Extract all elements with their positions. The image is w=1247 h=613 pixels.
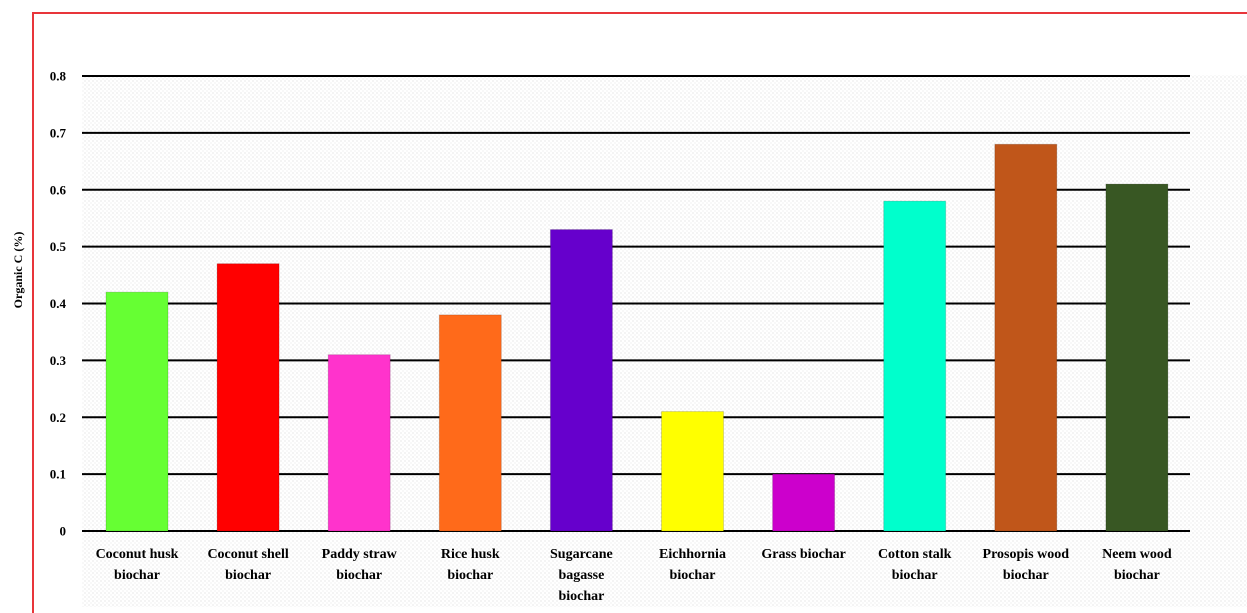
x-category-label: biochar (1114, 568, 1160, 583)
x-category-label: biochar (670, 568, 716, 583)
x-category-label: Eichhornia (659, 547, 726, 562)
bars (105, 143, 1169, 532)
y-axis-label: Organic C (%) (11, 232, 25, 309)
bar (661, 411, 724, 532)
x-category-label: Coconut husk (96, 547, 179, 562)
bar (1105, 183, 1169, 532)
x-category-label: biochar (447, 568, 493, 583)
x-category-label: biochar (1003, 568, 1049, 583)
x-category-labels: Coconut husk biochar Coconut shell biochar P… (96, 547, 1172, 604)
bar (438, 314, 502, 532)
y-tick-label: 0.6 (50, 182, 67, 197)
x-category-label: Paddy straw (322, 547, 398, 562)
x-category-label: biochar (558, 589, 604, 604)
y-tick-label: 0.7 (50, 125, 67, 140)
x-category-label: bagasse (558, 568, 604, 583)
x-category-label: biochar (336, 568, 382, 583)
y-tick-labels: 0 0.1 0.2 0.3 0.4 0.5 0.6 0.7 0.8 (50, 69, 67, 539)
x-category-label: biochar (114, 568, 160, 583)
bar (994, 143, 1058, 532)
bar (883, 200, 947, 532)
bar (772, 473, 836, 532)
y-tick-label: 0.2 (50, 410, 66, 425)
x-category-label: biochar (892, 568, 938, 583)
x-category-label: Sugarcane (550, 547, 613, 562)
x-category-label: Cotton stalk (878, 547, 952, 562)
bar (549, 229, 613, 532)
x-category-label: Rice husk (441, 547, 500, 562)
bar (105, 291, 169, 532)
bar (216, 263, 280, 532)
x-category-label: Coconut shell (207, 547, 288, 562)
x-category-label: Neem wood (1102, 547, 1172, 562)
bar (327, 354, 391, 532)
y-tick-label: 0.3 (50, 353, 67, 368)
y-tick-label: 0.8 (50, 69, 67, 84)
x-category-label: Prosopis wood (983, 547, 1070, 562)
x-category-label: biochar (225, 568, 271, 583)
x-category-label: Grass biochar (761, 547, 845, 562)
y-tick-label: 0.1 (50, 467, 66, 482)
y-tick-label: 0 (60, 524, 67, 539)
y-tick-label: 0.4 (50, 296, 67, 311)
y-tick-label: 0.5 (50, 239, 67, 254)
